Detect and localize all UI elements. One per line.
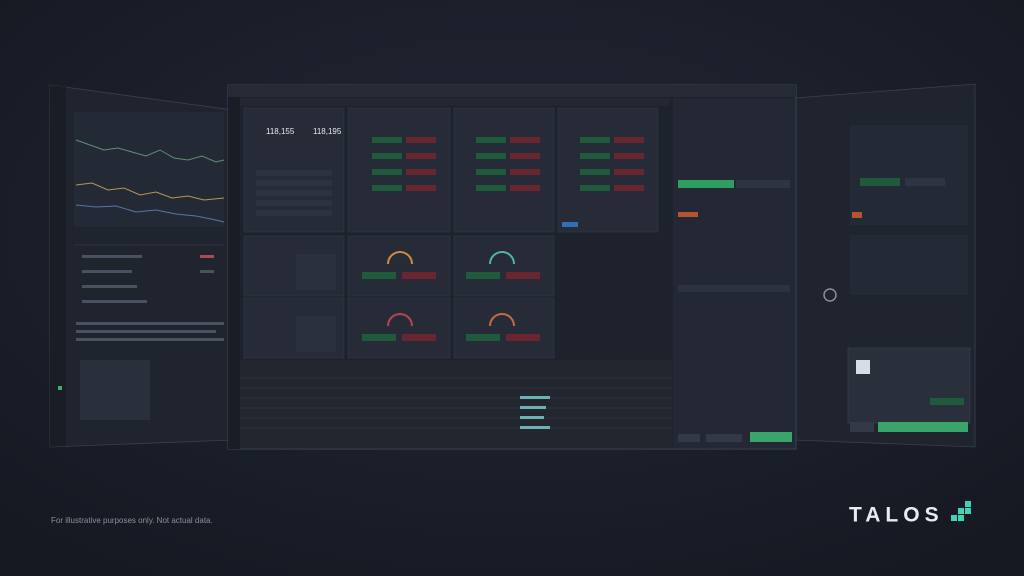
brand-name: TALOS	[849, 504, 944, 527]
left-panel	[49, 84, 233, 448]
price: 118,155	[266, 127, 295, 136]
brand-logo	[951, 501, 971, 521]
price: 118,195	[313, 127, 342, 136]
right-panel	[794, 83, 976, 448]
quote-buttons	[372, 137, 644, 227]
disclaimer: For illustrative purposes only. Not actu…	[51, 516, 213, 525]
main-window: 118,155 118,195	[227, 84, 797, 450]
